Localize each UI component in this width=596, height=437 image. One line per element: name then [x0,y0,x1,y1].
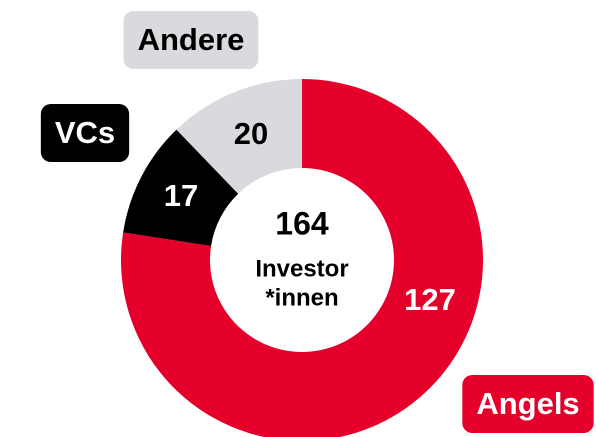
category-label: Andere [138,22,245,57]
category-label: Angels [476,386,579,421]
donut-segment [176,79,302,194]
center-label: Investor [255,255,348,282]
category-box [40,104,130,162]
category-box [462,375,594,433]
value-label: 20 [234,116,268,151]
value-label: 127 [404,282,456,317]
center-total: 164 [275,205,329,241]
category-box [123,11,259,69]
center-label: *innen [265,284,338,311]
value-label: 17 [164,178,198,213]
donut-segment [123,129,239,246]
category-label: VCs [55,115,115,150]
donut-segment [121,79,483,437]
